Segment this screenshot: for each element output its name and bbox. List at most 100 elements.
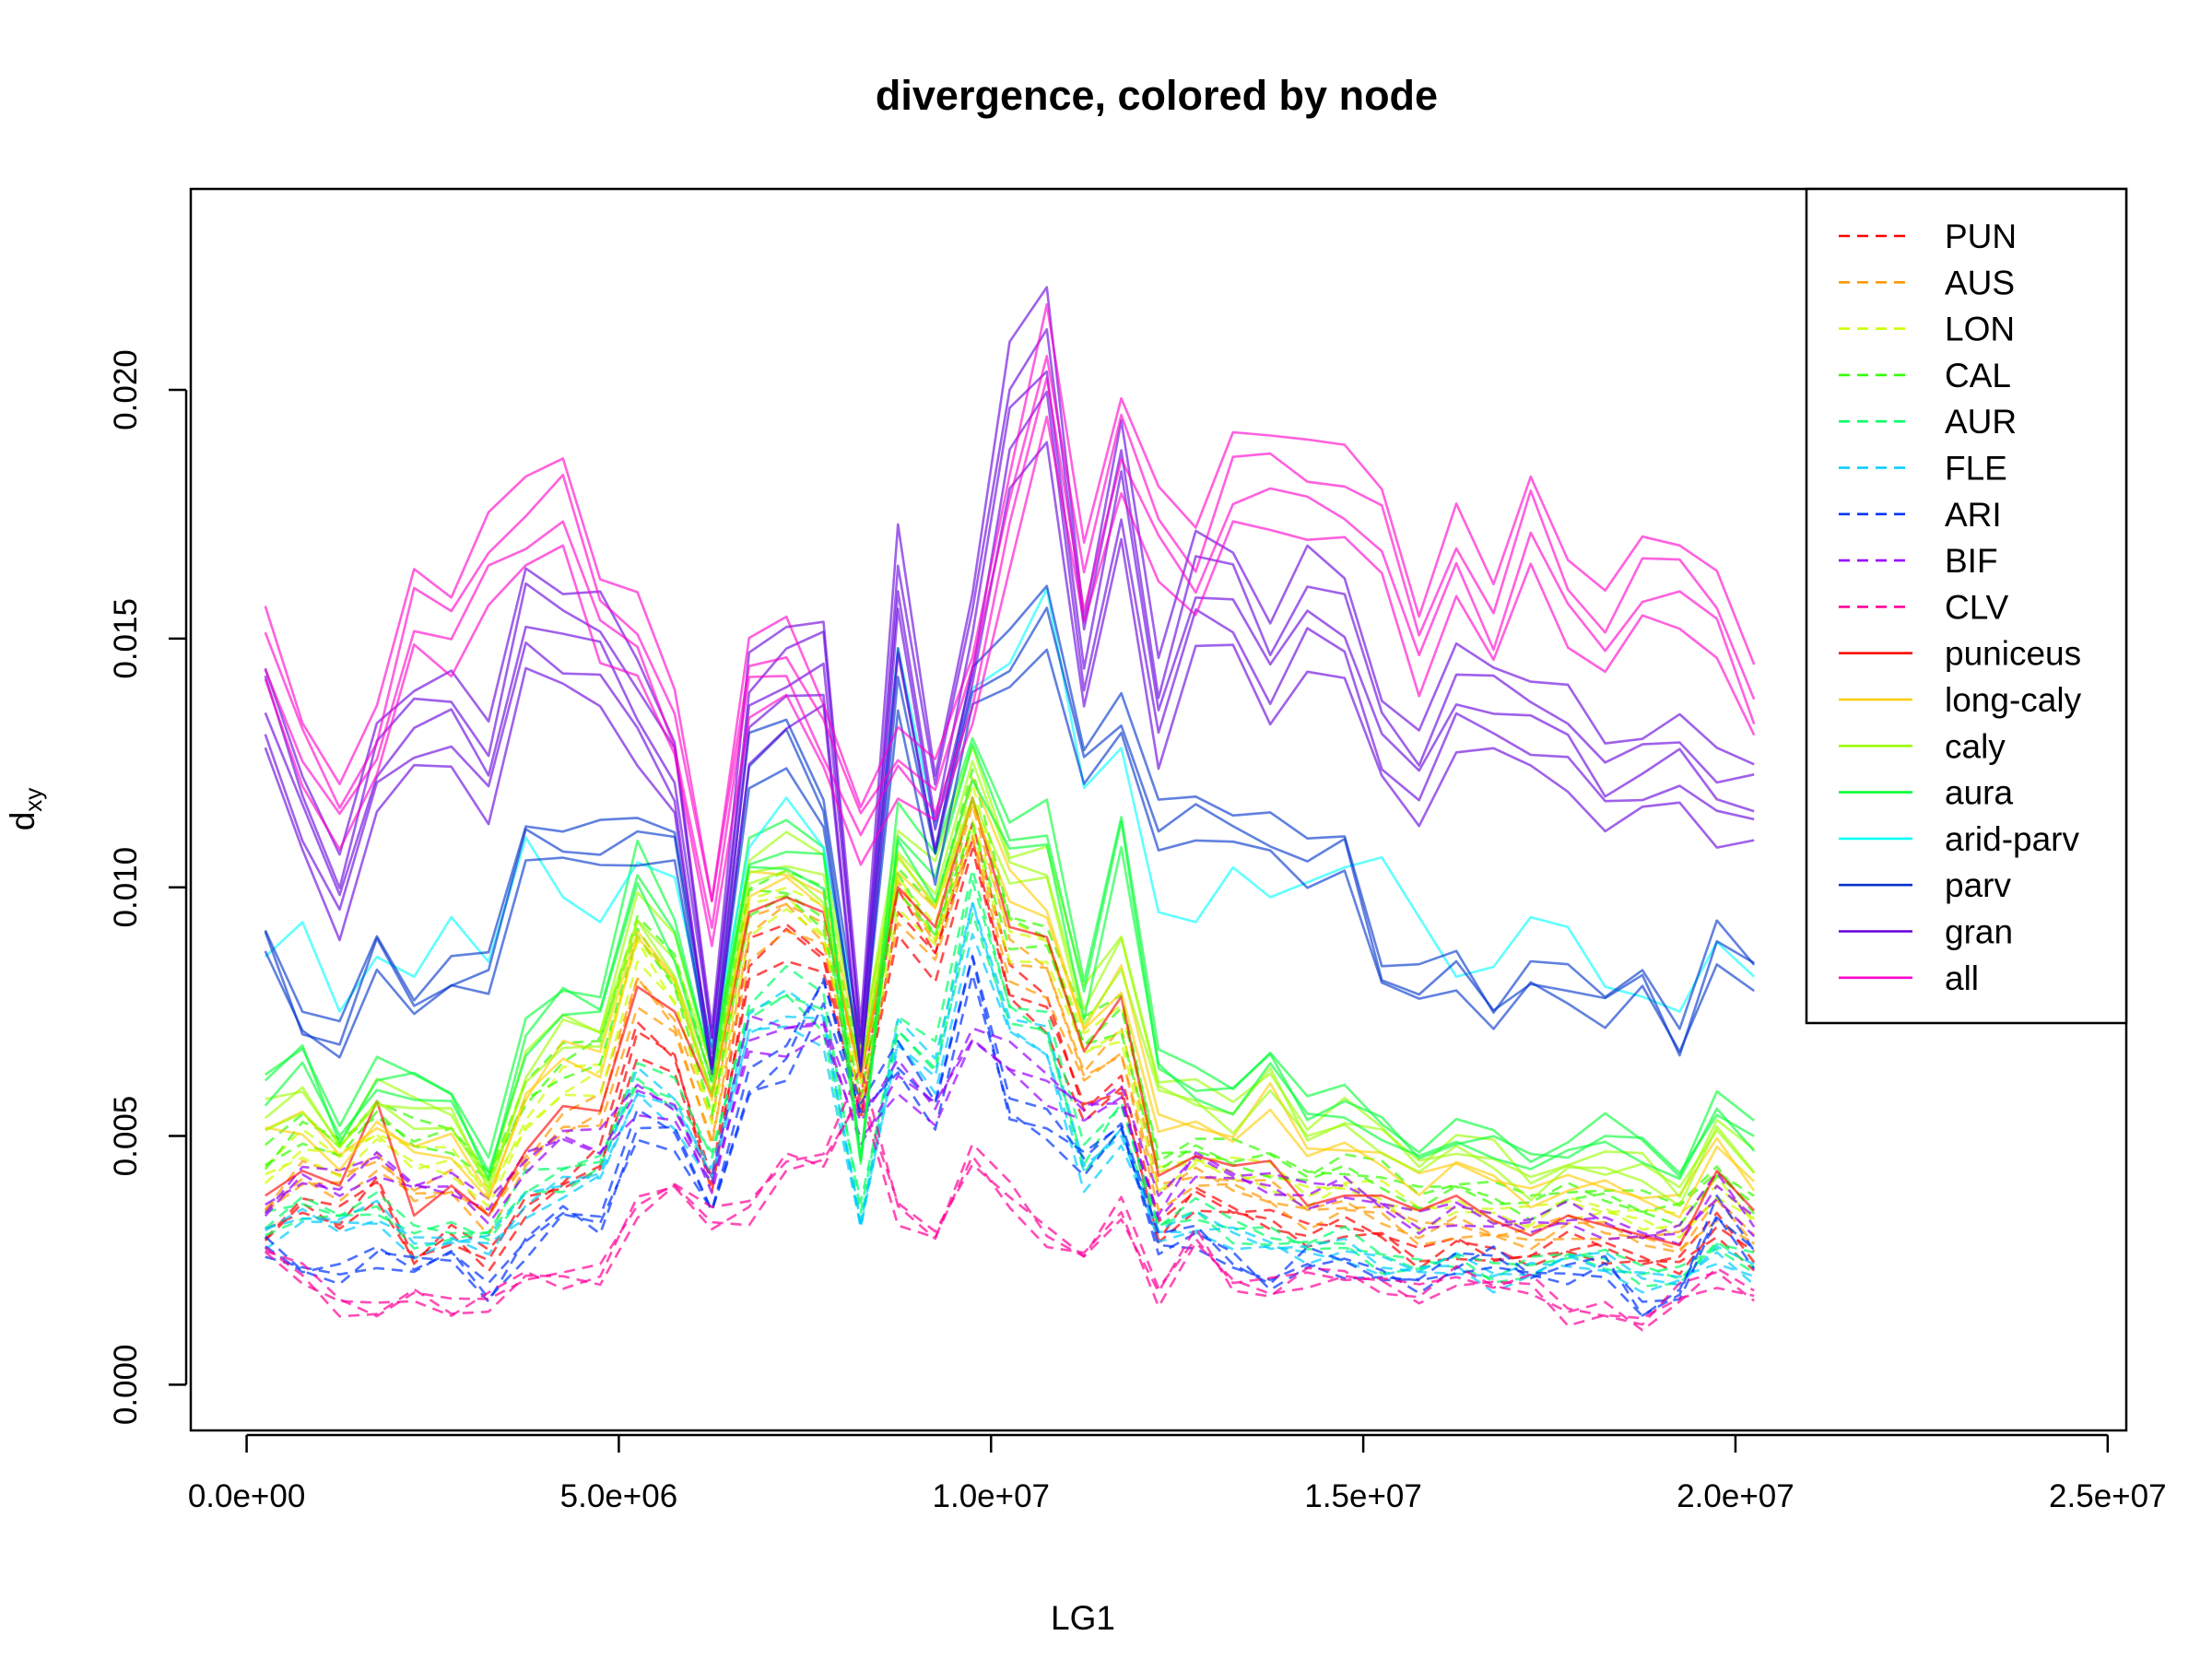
legend-item: long-caly	[1839, 681, 2082, 719]
series-line-gran	[264, 327, 1755, 1043]
legend-item: LON	[1839, 311, 2015, 348]
series-line-caly	[265, 745, 1756, 1199]
legend-item: caly	[1839, 727, 2006, 765]
series-puniceus	[265, 796, 1756, 1247]
series-line-gran	[264, 370, 1755, 1040]
legend-item: BIF	[1839, 542, 1998, 580]
series-arid-parv	[264, 587, 1756, 1048]
series-line-ARI	[265, 954, 1756, 1317]
legend-item: CLV	[1839, 588, 2009, 626]
y-axis: 0.000 0.005 0.010 0.015 0.020	[108, 349, 188, 1425]
x-axis: 0.0e+00 5.0e+06 1.0e+07 1.5e+07 2.0e+07 2.5e+…	[188, 1433, 2167, 1514]
legend-label: gran	[1945, 913, 2013, 951]
series-line-parv	[264, 584, 1756, 1054]
series-LON	[264, 782, 1756, 1240]
series-line-all	[264, 376, 1756, 930]
legend-label: all	[1945, 959, 1979, 997]
series-line-AUS	[265, 834, 1756, 1254]
y-tick-label: 0.015	[108, 598, 144, 679]
series-line-FLE	[265, 933, 1756, 1294]
y-axis-label-sub: xy	[19, 788, 47, 812]
series-line-LON	[264, 818, 1756, 1231]
legend-label: parv	[1945, 866, 2011, 904]
series-line-parv	[264, 648, 1755, 1070]
x-axis-label: LG1	[1051, 1599, 1115, 1637]
series-line-AUS	[264, 803, 1756, 1245]
legend-item: PUN	[1839, 218, 2017, 255]
legend-label: aura	[1945, 774, 2013, 812]
series-AUR	[264, 867, 1755, 1288]
x-tick-label: 2.0e+07	[1677, 1478, 1794, 1514]
series-line-long-caly	[265, 776, 1756, 1200]
series-line-FLE	[265, 900, 1755, 1287]
series-parv	[264, 584, 1756, 1076]
series-line-AUR	[265, 867, 1755, 1281]
series-line-ARI	[264, 956, 1756, 1303]
series-line-FLE	[265, 901, 1755, 1278]
series-line-puniceus	[265, 796, 1756, 1247]
series-line-parv	[264, 606, 1755, 1076]
x-tick-label: 1.5e+07	[1304, 1478, 1422, 1514]
legend-label: CLV	[1945, 588, 2009, 626]
series-line-CLV	[264, 1090, 1755, 1332]
legend-item: ARI	[1839, 496, 2002, 534]
series-gran	[264, 286, 1755, 1073]
legend-label: AUS	[1945, 264, 2015, 301]
y-tick-label: 0.010	[108, 847, 144, 928]
series-line-CAL	[264, 768, 1755, 1207]
legend-item: parv	[1839, 866, 2011, 904]
x-tick-label: 0.0e+00	[188, 1478, 306, 1514]
x-tick-label: 1.0e+07	[933, 1478, 1051, 1514]
y-tick-label: 0.005	[108, 1096, 144, 1177]
y-axis-label: dxy	[4, 788, 47, 831]
legend-item: FLE	[1839, 450, 2007, 488]
x-tick-label: 5.0e+06	[560, 1478, 678, 1514]
series-ARI	[264, 954, 1756, 1318]
legend-item: arid-parv	[1839, 820, 2079, 858]
legend-label: FLE	[1945, 450, 2007, 488]
series-line-PUN	[265, 838, 1755, 1276]
series-BIF	[264, 1014, 1756, 1246]
series-line-gran	[264, 390, 1755, 1068]
series-line-CLV	[265, 1065, 1755, 1326]
series-line-arid-parv	[264, 587, 1756, 1048]
series-caly	[264, 745, 1756, 1207]
series-line-aura	[264, 778, 1756, 1181]
legend-item: puniceus	[1839, 635, 2081, 673]
series-line-gran	[264, 441, 1755, 1073]
y-axis-label-main: d	[4, 812, 41, 831]
series-aura	[264, 736, 1756, 1182]
legend-label: PUN	[1945, 218, 2017, 255]
legend-item: all	[1839, 959, 1979, 997]
legend-label: LON	[1945, 311, 2015, 348]
chart-title: divergence, colored by node	[876, 72, 1438, 119]
legend-item: aura	[1839, 774, 2013, 812]
series-line-all	[264, 415, 1756, 947]
series-line-caly	[264, 759, 1756, 1193]
series-line-gran	[264, 286, 1755, 1029]
series-line-all	[264, 302, 1756, 902]
legend-label: BIF	[1945, 542, 1998, 580]
legend-item: CAL	[1839, 357, 2011, 394]
y-tick-label: 0.020	[108, 349, 144, 430]
series-all	[264, 302, 1756, 947]
series-line-PUN	[264, 847, 1756, 1273]
legend-item: AUR	[1839, 403, 2017, 441]
legend-label: AUR	[1945, 403, 2017, 441]
series-line-LON	[265, 829, 1755, 1240]
legend-label: puniceus	[1945, 635, 2081, 673]
series-line-AUS	[264, 837, 1755, 1251]
series-line-ARI	[265, 973, 1756, 1318]
series-CLV	[264, 1065, 1755, 1332]
series-AUS	[264, 803, 1756, 1254]
legend-label: long-caly	[1945, 681, 2082, 719]
legend-item: gran	[1839, 913, 2013, 951]
series-line-AUR	[265, 912, 1755, 1288]
legend-item: AUS	[1839, 264, 2015, 301]
legend-label: caly	[1945, 727, 2006, 765]
series-line-LON	[264, 782, 1756, 1220]
legend-label: ARI	[1945, 496, 2002, 534]
legend-label: arid-parv	[1945, 820, 2079, 858]
plot-lines	[264, 286, 1756, 1332]
